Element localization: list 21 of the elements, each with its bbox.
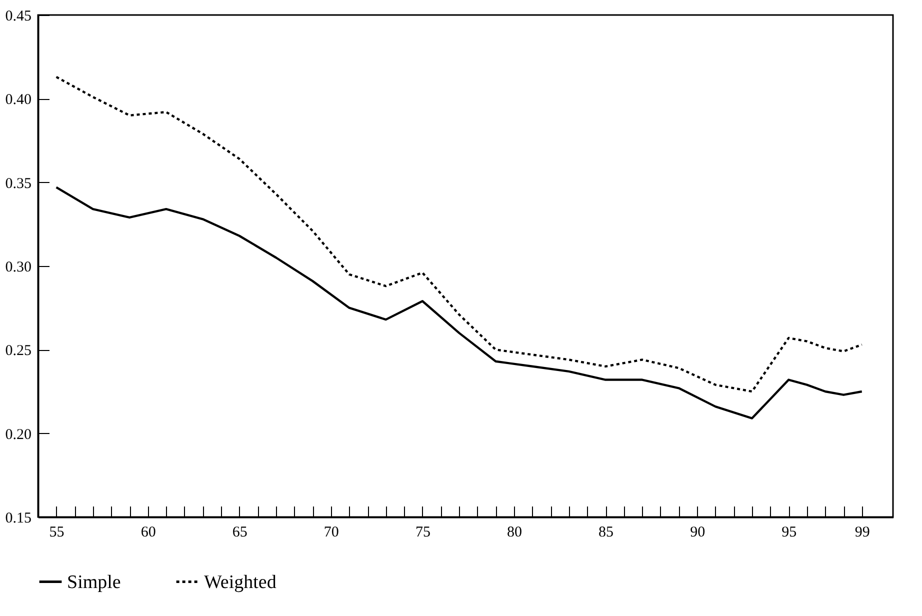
x-tick-label: 55	[49, 524, 64, 540]
y-tick-label: 0.15	[5, 510, 32, 526]
y-tick-label: 0.20	[5, 426, 32, 443]
line-series	[55, 76, 863, 393]
x-tick-label: 80	[507, 524, 522, 540]
y-tick-label: 0.35	[5, 176, 32, 192]
line-series	[55, 186, 863, 420]
x-tick-label: 65	[232, 524, 248, 540]
x-tick-label: 99	[854, 524, 870, 540]
x-tick-label: 95	[782, 524, 797, 540]
x-tick-label: 60	[140, 524, 156, 540]
y-tick-label: 0.30	[5, 260, 32, 276]
y-tick-label: 0.25	[5, 343, 32, 360]
y-tick-label: 0.45	[5, 8, 32, 24]
legend-label: Weighted	[204, 572, 277, 593]
x-tick-label: 75	[415, 524, 430, 540]
x-tick-label: 85	[598, 524, 614, 540]
x-tick-label: 70	[324, 524, 339, 540]
x-tick-label: 90	[690, 524, 706, 540]
y-tick-label: 0.40	[5, 92, 32, 108]
legend-label: Simple	[67, 572, 121, 593]
